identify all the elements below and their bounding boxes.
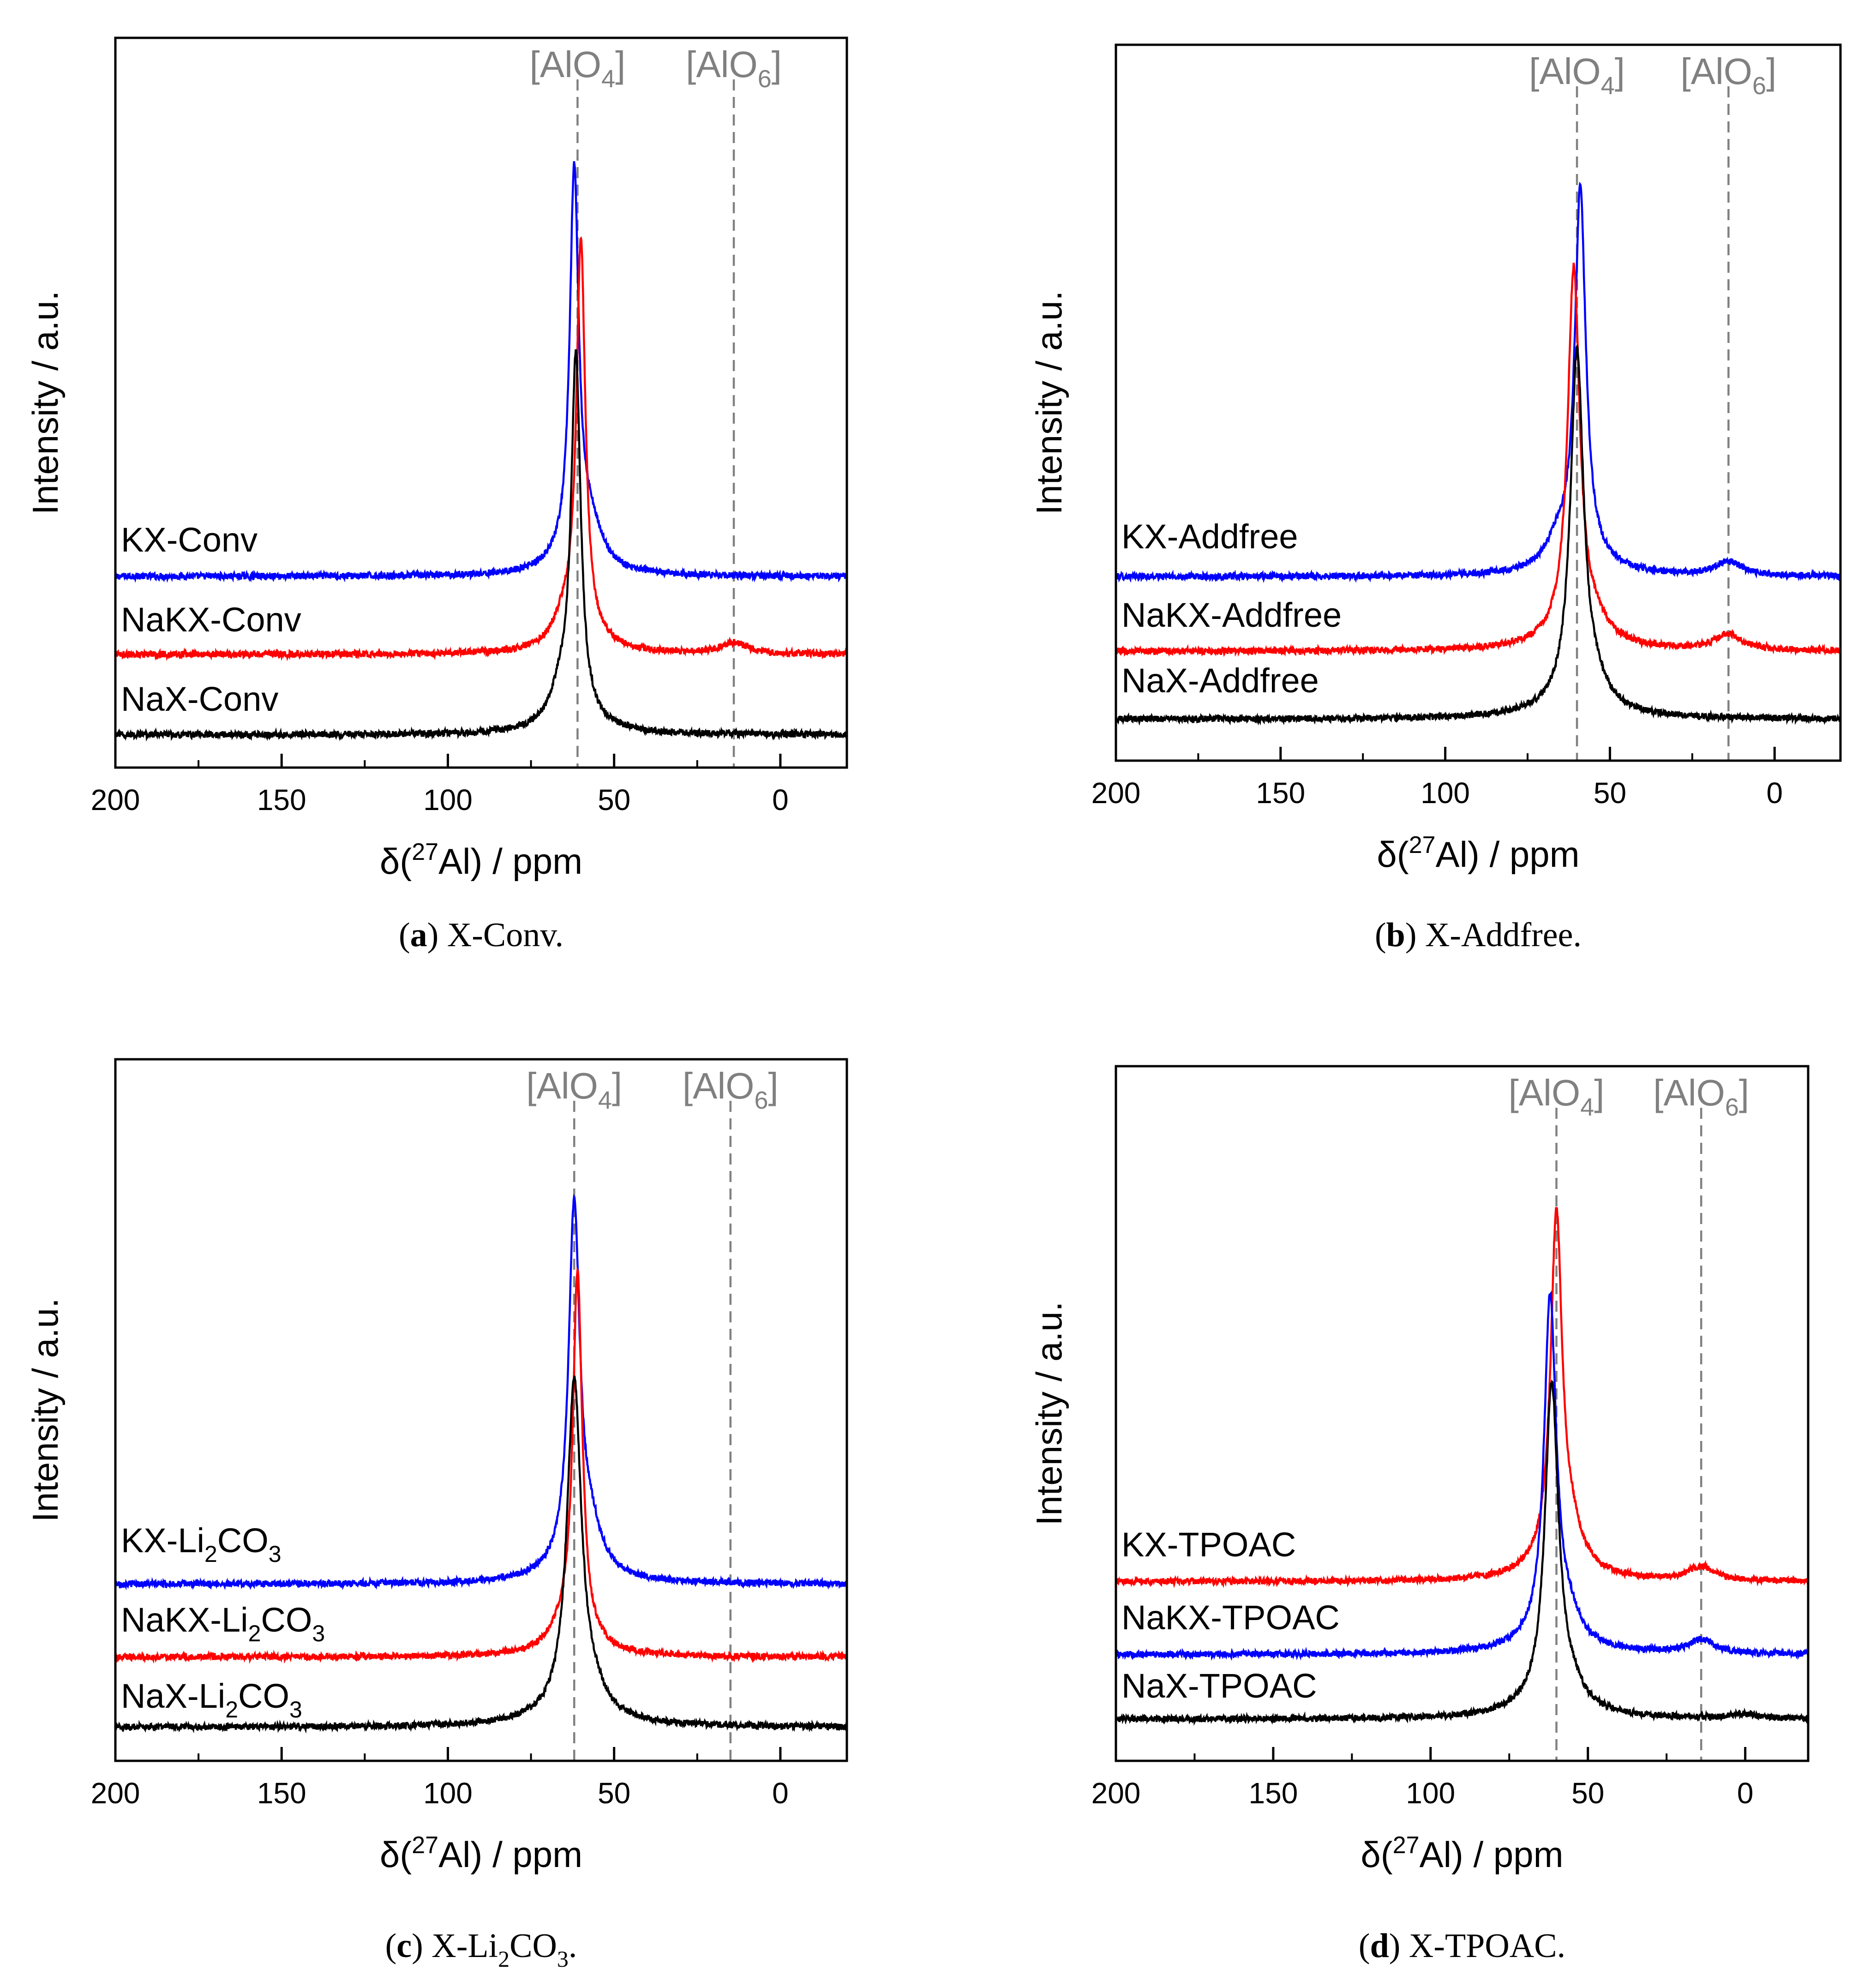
reference-label-alo6: [AlO6] [1680, 51, 1776, 100]
spectrum-nakx-tpoac [1115, 1291, 1810, 1661]
x-tick-label: 200 [1091, 776, 1141, 810]
x-axis-label: δ(27Al) / ppm [380, 839, 582, 882]
spectrum-nakx-li2co3 [114, 1267, 848, 1664]
panel-a: [AlO4] [AlO6] KX-Conv NaKX-Conv NaX-Conv 200 1… [25, 36, 848, 954]
series-label-nakx-addfree: NaKX-Addfree [1121, 596, 1342, 634]
x-tick-label: 0 [1737, 1777, 1754, 1810]
panel-caption: (c) X-Li2CO3. [385, 1927, 577, 1972]
y-axis-label: Intensity / a.u. [1029, 291, 1069, 515]
y-axis-label: Intensity / a.u. [25, 291, 66, 515]
y-axis-label: Intensity / a.u. [1029, 1302, 1069, 1526]
reference-label-alo6: [AlO6] [683, 1065, 779, 1114]
panel-caption: (d) X-TPOAC. [1359, 1927, 1565, 1965]
spectrum-nax-addfree [1115, 344, 1842, 726]
x-axis-label: δ(27Al) / ppm [380, 1832, 582, 1875]
plot-frame [114, 36, 848, 769]
reference-label-alo4: [AlO4] [529, 44, 625, 93]
x-tick-label: 50 [598, 783, 630, 816]
x-tick-label: 50 [1594, 776, 1626, 810]
series-label-nakx-li2co3: NaKX-Li2CO3 [121, 1601, 325, 1646]
series-label-nax-addfree: NaX-Addfree [1121, 661, 1319, 700]
spectrum-nakx-addfree [1115, 263, 1841, 657]
reference-label-alo6: [AlO6] [686, 44, 782, 93]
spectrum-kx-tpoac [1115, 1207, 1810, 1589]
spectrum-nax-tpoac [1115, 1379, 1810, 1726]
x-tick-label: 100 [423, 783, 473, 816]
x-tick-label: 150 [1256, 776, 1305, 810]
x-tick-label: 200 [91, 1777, 140, 1810]
plot-frame [1115, 1065, 1810, 1762]
series-label-kx-tpoac: KX-TPOAC [1121, 1525, 1296, 1564]
x-tick-label: 150 [1249, 1777, 1298, 1810]
series-label-nakx-conv: NaKX-Conv [121, 600, 301, 639]
spectrum-kx-addfree [1115, 181, 1842, 583]
plot-frame [114, 1058, 848, 1762]
x-tick-label: 50 [598, 1777, 630, 1810]
x-tick-label: 0 [772, 1777, 789, 1810]
panel-c: [AlO4] [AlO6] KX-Li2CO3 NaKX-Li2CO3 NaX-Li2C… [25, 1058, 848, 1972]
spectrum-kx-li2co3 [114, 1194, 848, 1591]
panel-caption: (a) X-Conv. [399, 916, 563, 954]
x-tick-label: 0 [772, 783, 789, 816]
reference-label-alo4: [AlO4] [1529, 51, 1625, 100]
reference-label-alo4: [AlO4] [1509, 1072, 1605, 1121]
reference-label-alo4: [AlO4] [526, 1065, 622, 1114]
spectrum-nax-li2co3 [114, 1375, 848, 1734]
spectrum-kx-conv [114, 161, 848, 583]
series-label-kx-li2co3: KX-Li2CO3 [121, 1521, 282, 1567]
series-label-nakx-tpoac: NaKX-TPOAC [1121, 1598, 1340, 1637]
spectrum-nax-conv [114, 349, 848, 742]
reference-label-alo6: [AlO6] [1653, 1072, 1749, 1121]
series-label-nax-li2co3: NaX-Li2CO3 [121, 1677, 302, 1723]
y-axis-label: Intensity / a.u. [25, 1298, 66, 1522]
x-tick-label: 100 [1406, 1777, 1455, 1810]
x-tick-label: 200 [91, 783, 140, 816]
x-tick-label: 100 [1420, 776, 1470, 810]
series-label-nax-tpoac: NaX-TPOAC [1121, 1667, 1317, 1705]
x-tick-label: 150 [257, 1777, 306, 1810]
x-axis-label: δ(27Al) / ppm [1361, 1832, 1563, 1875]
spectrum-nakx-conv [114, 236, 848, 661]
x-tick-label: 0 [1766, 776, 1783, 810]
x-tick-label: 150 [257, 783, 306, 816]
panel-b: [AlO4] [AlO6] KX-Addfree NaKX-Addfree NaX-Ad… [1029, 43, 1842, 954]
plot-frame [1115, 43, 1842, 762]
x-tick-label: 200 [1091, 1777, 1141, 1810]
x-tick-label: 50 [1571, 1777, 1604, 1810]
x-tick-label: 100 [423, 1777, 473, 1810]
series-label-kx-conv: KX-Conv [121, 521, 258, 559]
panel-caption: (b) X-Addfree. [1375, 916, 1582, 954]
x-axis-label: δ(27Al) / ppm [1377, 832, 1579, 875]
panel-d: [AlO4] [AlO6] KX-TPOAC NaKX-TPOAC NaX-TPOAC 2… [1029, 1065, 1810, 1965]
series-label-nax-conv: NaX-Conv [121, 680, 278, 718]
series-label-kx-addfree: KX-Addfree [1121, 517, 1298, 556]
